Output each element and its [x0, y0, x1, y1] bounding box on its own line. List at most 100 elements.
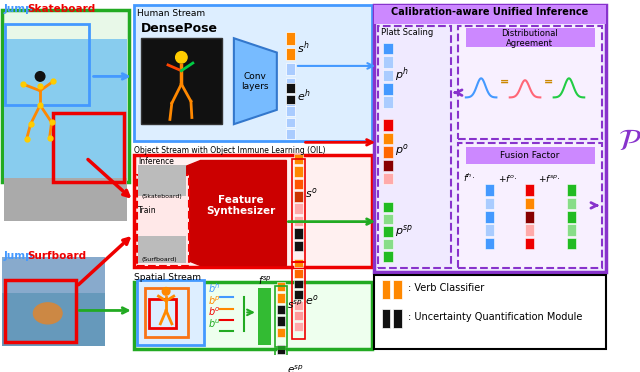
- Bar: [485, 211, 493, 222]
- Bar: [567, 238, 575, 249]
- Text: Surfboard: Surfboard: [28, 251, 87, 261]
- Bar: [277, 328, 285, 337]
- Circle shape: [175, 52, 187, 63]
- Bar: [277, 293, 285, 303]
- Bar: [394, 280, 402, 299]
- Bar: [277, 356, 285, 366]
- Bar: [145, 288, 188, 337]
- Bar: [383, 119, 394, 131]
- Bar: [286, 48, 295, 60]
- Bar: [2, 257, 105, 346]
- Text: $f^h$·: $f^h$·: [463, 171, 475, 183]
- Text: $b^u$: $b^u$: [208, 317, 221, 330]
- Bar: [286, 118, 295, 127]
- Text: =: =: [544, 77, 554, 87]
- Text: Object Stream with Object Immune Learning (OIL): Object Stream with Object Immune Learnin…: [134, 146, 325, 155]
- Bar: [286, 106, 295, 116]
- Text: Inference: Inference: [138, 157, 174, 166]
- Text: DensePose: DensePose: [141, 22, 218, 35]
- Bar: [134, 282, 372, 349]
- Polygon shape: [186, 160, 286, 266]
- Text: Fusion Factor: Fusion Factor: [500, 151, 559, 160]
- Bar: [286, 94, 295, 104]
- Bar: [136, 175, 189, 266]
- Bar: [374, 5, 606, 24]
- Bar: [294, 269, 303, 278]
- Bar: [458, 143, 602, 269]
- Circle shape: [163, 288, 170, 295]
- Bar: [275, 349, 287, 372]
- Bar: [567, 185, 575, 196]
- Text: $p^{sp}$: $p^{sp}$: [396, 223, 413, 239]
- Bar: [383, 251, 394, 262]
- Bar: [52, 113, 124, 182]
- Bar: [567, 224, 575, 236]
- Bar: [383, 96, 394, 108]
- Polygon shape: [234, 38, 277, 124]
- Text: $b^p$: $b^p$: [208, 294, 221, 307]
- Text: $e^{sp}$: $e^{sp}$: [287, 363, 304, 372]
- Text: Distributional
Agreement: Distributional Agreement: [501, 29, 558, 48]
- Bar: [525, 185, 534, 196]
- Text: : Verb Classifier: : Verb Classifier: [408, 283, 484, 294]
- Text: Calibration-aware Unified Inference: Calibration-aware Unified Inference: [391, 7, 588, 17]
- Bar: [525, 224, 534, 236]
- Bar: [4, 39, 127, 178]
- Text: Human Stream: Human Stream: [138, 9, 205, 18]
- Bar: [383, 202, 394, 212]
- Bar: [383, 160, 394, 171]
- Bar: [294, 154, 303, 164]
- Bar: [134, 155, 372, 267]
- Bar: [382, 280, 390, 299]
- Text: $e^h$: $e^h$: [297, 87, 310, 104]
- Bar: [277, 368, 285, 372]
- Ellipse shape: [33, 303, 62, 324]
- Bar: [2, 293, 105, 346]
- Bar: [374, 275, 606, 349]
- Bar: [4, 280, 76, 342]
- Bar: [286, 94, 295, 106]
- Bar: [2, 10, 129, 182]
- Bar: [466, 28, 595, 47]
- Bar: [294, 228, 303, 239]
- Bar: [466, 147, 595, 164]
- Bar: [286, 63, 295, 76]
- Bar: [525, 211, 534, 222]
- Bar: [294, 191, 303, 202]
- Bar: [294, 301, 303, 310]
- Bar: [394, 308, 402, 328]
- Bar: [383, 83, 394, 94]
- Circle shape: [35, 72, 45, 81]
- Text: $p^h$: $p^h$: [396, 65, 409, 84]
- Text: Skateboard: Skateboard: [28, 4, 96, 15]
- Text: Spatial Stream: Spatial Stream: [134, 273, 201, 282]
- Text: Platt Scaling: Platt Scaling: [381, 28, 433, 37]
- Bar: [485, 198, 493, 209]
- Text: $\mathcal{P}$: $\mathcal{P}$: [618, 127, 640, 156]
- Bar: [378, 26, 451, 269]
- Text: $s^{sp}$: $s^{sp}$: [287, 298, 303, 311]
- Bar: [286, 83, 295, 93]
- Bar: [485, 238, 493, 249]
- Bar: [277, 282, 285, 291]
- Text: =: =: [500, 77, 509, 87]
- Text: Jump: Jump: [4, 251, 37, 261]
- Text: Feature
Synthesizer: Feature Synthesizer: [206, 195, 275, 216]
- Text: : Uncertainty Quantification Module: : Uncertainty Quantification Module: [408, 312, 582, 322]
- Bar: [383, 133, 394, 144]
- Bar: [383, 57, 394, 68]
- Bar: [383, 146, 394, 158]
- Text: $b^o$: $b^o$: [208, 306, 221, 318]
- Bar: [286, 32, 295, 45]
- Bar: [374, 5, 606, 272]
- Bar: [525, 238, 534, 249]
- Bar: [275, 286, 287, 347]
- Text: $p^o$: $p^o$: [396, 142, 409, 158]
- Bar: [382, 308, 390, 328]
- Bar: [458, 26, 602, 138]
- Bar: [294, 280, 303, 289]
- Bar: [567, 198, 575, 209]
- Text: $e^o$: $e^o$: [305, 293, 318, 307]
- Bar: [141, 38, 223, 124]
- Bar: [4, 178, 127, 221]
